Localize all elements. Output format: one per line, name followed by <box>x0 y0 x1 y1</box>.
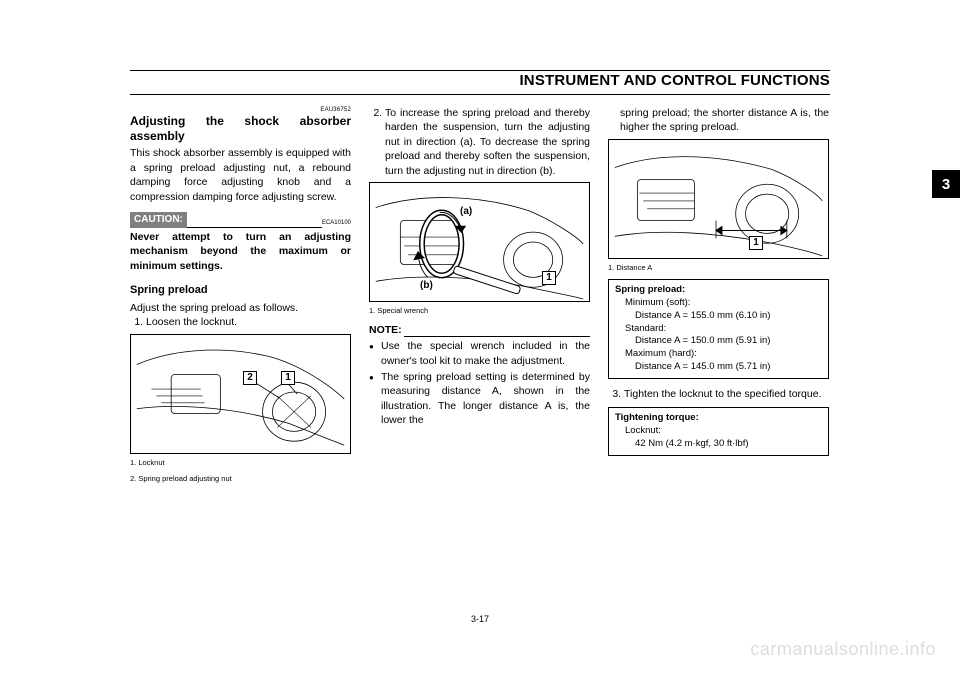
subheading-spring-preload: Spring preload <box>130 283 351 298</box>
figure-1-caption-2: 2. Spring preload adjusting nut <box>130 474 351 484</box>
figure-2-caption-1: 1. Special wrench <box>369 306 590 316</box>
figure-2: (a) (b) 1 <box>369 182 590 302</box>
figure-1-callout-2: 2 <box>243 371 257 385</box>
note-header: NOTE: <box>369 323 590 337</box>
note-continuation: spring preload; the shorter dis­tance A … <box>608 106 829 135</box>
section-title: Adjusting the shock absorber assembly <box>130 114 351 144</box>
step-list-2: To increase the spring preload and there… <box>369 106 590 178</box>
spec-max-label: Maximum (hard): <box>615 348 822 361</box>
note-label: NOTE: <box>369 323 402 337</box>
header-rule-bottom <box>130 94 830 95</box>
watermark: carmanualsonline.info <box>750 639 936 660</box>
figure-2-callout-a: (a) <box>460 205 472 219</box>
spring-preload-intro: Adjust the spring preload as follows. <box>130 301 351 315</box>
page-number: 3-17 <box>471 614 489 624</box>
step-list-3: Tighten the locknut to the specified tor… <box>608 387 829 401</box>
torque-title: Tightening torque: <box>615 412 822 425</box>
doc-id: EAU36752 <box>130 106 351 114</box>
figure-3-svg <box>609 140 828 258</box>
caution-code: ECA10100 <box>322 219 351 228</box>
note-item-1: Use the special wrench included in the o… <box>369 339 590 368</box>
step-list: Loosen the locknut. <box>130 315 351 329</box>
figure-1-caption-1: 1. Locknut <box>130 458 351 468</box>
note-list: Use the special wrench included in the o… <box>369 339 590 428</box>
figure-1-svg <box>131 335 350 453</box>
column-3: spring preload; the shorter dis­tance A … <box>608 106 829 490</box>
page-header-title: INSTRUMENT AND CONTROL FUNCTIONS <box>519 72 830 89</box>
spec-title: Spring preload: <box>615 284 822 297</box>
note-rule <box>404 336 590 337</box>
spec-std-label: Standard: <box>615 323 822 336</box>
caution-rule <box>187 227 322 228</box>
torque-sub: Locknut: <box>615 425 822 438</box>
spec-box-torque: Tightening torque: Locknut: 42 Nm (4.2 m… <box>608 407 829 455</box>
content-columns: EAU36752 Adjusting the shock absorber as… <box>130 106 830 490</box>
figure-1-callout-1: 1 <box>281 371 295 385</box>
spec-box-spring-preload: Spring preload: Minimum (soft): Distance… <box>608 279 829 379</box>
figure-2-callout-b: (b) <box>420 279 433 293</box>
column-2: To increase the spring preload and there… <box>369 106 590 490</box>
spec-min-val: Distance A = 155.0 mm (6.10 in) <box>615 310 822 323</box>
step-3: Tighten the locknut to the specified tor… <box>624 387 829 401</box>
header-rule-top <box>130 70 830 71</box>
figure-3-callout-1: 1 <box>749 236 763 250</box>
section-body: This shock absorber assembly is equipped… <box>130 146 351 204</box>
caution-label: CAUTION: <box>130 212 187 228</box>
figure-3-caption-1: 1. Distance A <box>608 263 829 273</box>
step-2: To increase the spring preload and there… <box>385 106 590 178</box>
caution-header: CAUTION: ECA10100 <box>130 212 351 228</box>
spec-min-label: Minimum (soft): <box>615 297 822 310</box>
figure-2-callout-1: 1 <box>542 271 556 285</box>
column-1: EAU36752 Adjusting the shock absorber as… <box>130 106 351 490</box>
spec-std-val: Distance A = 150.0 mm (5.91 in) <box>615 335 822 348</box>
figure-3: 1 <box>608 139 829 259</box>
step-1: Loosen the locknut. <box>146 315 351 329</box>
manual-page: INSTRUMENT AND CONTROL FUNCTIONS EAU3675… <box>130 70 830 630</box>
note-item-2: The spring preload setting is deter­mine… <box>369 370 590 428</box>
figure-1: 2 1 <box>130 334 351 454</box>
spec-max-val: Distance A = 145.0 mm (5.71 in) <box>615 361 822 374</box>
caution-body: Never attempt to turn an adjusting mecha… <box>130 230 351 273</box>
chapter-tab: 3 <box>932 170 960 198</box>
figure-2-svg <box>370 183 589 301</box>
torque-val: 42 Nm (4.2 m·kgf, 30 ft·lbf) <box>615 438 822 451</box>
